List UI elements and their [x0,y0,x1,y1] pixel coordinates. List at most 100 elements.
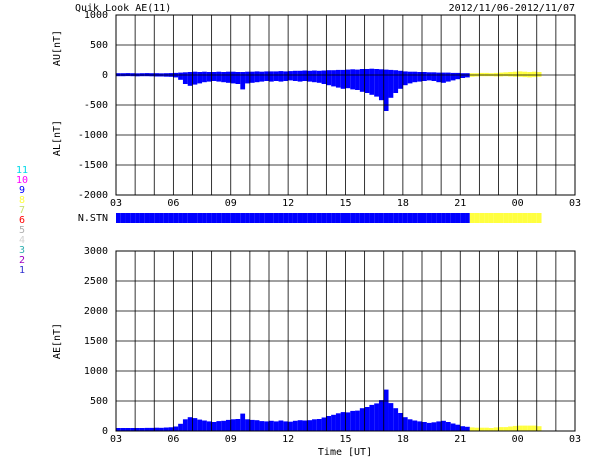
nstn-segment [527,213,532,223]
data-bar [383,75,389,111]
nstn-segment [163,213,169,223]
data-bar [130,73,136,75]
data-bar [398,413,403,431]
data-bar [216,71,222,75]
nstn-segment [450,213,456,223]
data-bar [178,75,183,80]
data-bar [417,72,422,75]
nstn-segment [283,213,289,223]
data-bar [536,75,542,77]
nstn-segment [240,213,246,223]
data-bar [498,427,504,431]
data-bar [422,72,427,75]
data-bar [135,75,140,77]
station-legend-label: 4 [19,235,25,246]
data-bar [264,75,269,81]
data-bar [417,75,422,82]
data-bar [441,75,446,83]
data-bar [149,73,155,75]
nstn-segment [178,213,183,223]
nstn-segment [412,213,418,223]
data-bar [321,75,327,84]
data-bar [302,70,308,75]
data-bar [116,73,121,75]
data-bar [512,71,518,75]
nstn-segment [211,213,217,223]
data-bar [503,427,509,431]
data-bar [230,71,236,75]
data-bar [369,404,375,431]
data-bar [216,75,222,82]
data-bar [297,420,303,431]
nstn-segment [312,213,317,223]
data-bar [144,73,150,75]
x-tick-label: 18 [397,198,409,209]
data-bar [245,71,250,75]
data-bar [144,427,150,431]
data-bar [412,71,418,75]
data-bar [168,75,174,77]
data-bar [316,70,322,75]
data-bar [364,69,370,75]
nstn-segment [359,213,365,223]
data-bar [297,70,303,75]
nstn-segment [474,213,480,223]
data-bar [517,75,523,77]
data-bar [445,75,451,82]
data-bar [225,71,231,75]
nstn-segment [340,213,346,223]
nstn-segment [197,213,203,223]
data-bar [479,427,485,431]
data-bar [441,72,446,75]
data-bar [527,75,532,78]
x-axis-label: Time [UT] [318,447,372,458]
nstn-segment [264,213,269,223]
data-bar [479,72,485,75]
nstn-segment [369,213,375,223]
x-tick-label: 03 [110,198,122,209]
nstn-label: N.STN [78,213,108,224]
y-tick-label: 500 [90,40,108,51]
data-bar [531,75,537,78]
data-bar [340,69,346,75]
nstn-segment [307,213,313,223]
data-bar [312,419,317,431]
data-bar [321,70,327,75]
nstn-segment [378,213,384,223]
nstn-segment [335,213,341,223]
nstn-segment [536,213,542,223]
data-bar [211,75,217,81]
nstn-segment [154,213,160,223]
data-bar [249,75,255,83]
nstn-segment [245,213,250,223]
nstn-segment [498,213,504,223]
data-bar [235,75,241,84]
data-bar [283,75,289,81]
data-bar [120,75,126,77]
station-legend-label: 10 [16,175,28,186]
data-bar [484,427,489,431]
data-bar [230,419,236,431]
nstn-segment [302,213,308,223]
data-bar [460,75,466,78]
station-legend-label: 1 [19,265,25,276]
nstn-segment [225,213,231,223]
data-bar [326,75,332,86]
chart-title: Quik Look AE(11) [75,3,171,14]
data-bar [335,75,341,88]
y-tick-label: 2000 [84,306,108,317]
data-bar [211,422,217,431]
nstn-segment [130,213,136,223]
nstn-segment [465,213,470,223]
data-bar [221,72,226,75]
x-tick-label: 00 [512,198,524,209]
data-bar [355,75,360,90]
nstn-segment [173,213,179,223]
nstn-segment [531,213,537,223]
data-bar [493,427,499,431]
data-bar [125,428,131,431]
nstn-segment [402,213,408,223]
data-bar [488,75,494,77]
x-tick-label: 12 [282,198,294,209]
